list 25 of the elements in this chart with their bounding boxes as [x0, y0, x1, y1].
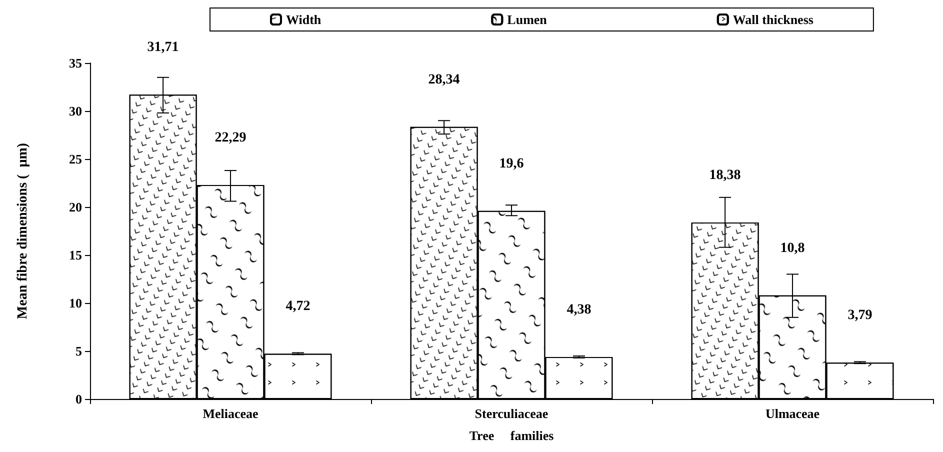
y-tick-label: 25: [69, 152, 82, 166]
data-label: 19,6: [499, 156, 524, 172]
data-label: 4,72: [286, 299, 310, 314]
y-tick-label: 15: [69, 248, 82, 262]
y-tick-label: 0: [76, 392, 82, 406]
data-label: 22,29: [214, 130, 246, 146]
legend-label: Width: [286, 12, 322, 27]
y-tick-label: 30: [69, 104, 82, 118]
y-tick-label: 20: [69, 200, 82, 214]
legend-label: Lumen: [507, 12, 548, 27]
data-label: 18,38: [709, 168, 741, 184]
y-tick-label: 10: [69, 296, 82, 310]
x-axis-title: Tree families: [469, 428, 554, 443]
y-axis-title: Mean fibre dimensions ( µm): [16, 142, 30, 320]
data-label: 3,79: [848, 308, 872, 324]
data-label: 28,34: [428, 72, 460, 88]
data-label: 31,71: [147, 40, 179, 56]
x-tick-label: Sterculiaceae: [474, 406, 548, 421]
x-tick-label: Meliaceae: [202, 406, 259, 421]
y-tick-label: 5: [76, 344, 82, 358]
legend-label: Wall thickness: [732, 12, 814, 27]
x-tick-label: Ulmaceae: [765, 406, 820, 421]
data-label: 10,8: [780, 240, 805, 256]
y-tick-label: 35: [69, 56, 82, 70]
data-label: 4,38: [566, 302, 592, 318]
